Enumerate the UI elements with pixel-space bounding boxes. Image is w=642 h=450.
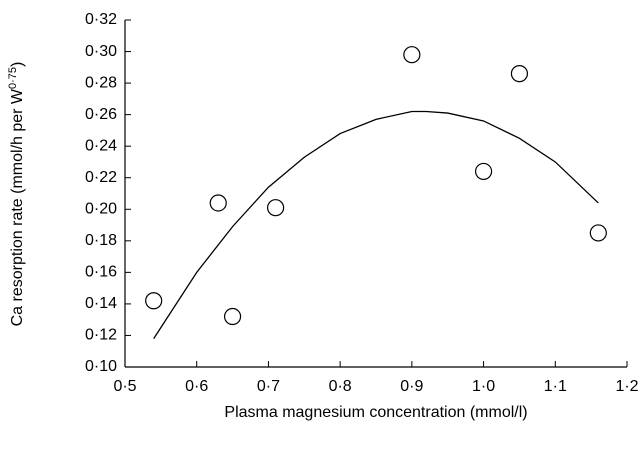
- y-tick-label: 0·30: [85, 43, 117, 60]
- x-axis-label: Plasma magnesium concentration (mmol/l): [224, 404, 527, 421]
- x-tick-label: 1·1: [544, 378, 567, 395]
- fit-curve: [153, 110, 599, 339]
- y-axis-label-superscript: 0·75: [7, 67, 19, 89]
- y-axis-label-text: Ca resorption rate (mmol/h per W: [9, 88, 26, 326]
- x-tick-label: 0·5: [113, 378, 136, 395]
- y-axis-label-suffix: ): [9, 62, 26, 67]
- data-point: [145, 292, 163, 310]
- x-tick-label: 0·9: [400, 378, 423, 395]
- y-tick-label: 0·14: [85, 295, 117, 312]
- y-tick-label: 0·20: [85, 200, 117, 217]
- y-tick-label: 0·32: [85, 11, 117, 28]
- x-tick-label: 0·7: [257, 378, 280, 395]
- x-tick-label: 1·0: [472, 378, 495, 395]
- y-tick-label: 0·22: [85, 169, 117, 186]
- x-tick-label: 0·6: [185, 378, 208, 395]
- y-tick-label: 0·16: [85, 264, 117, 281]
- x-tick-label: 1·2: [615, 378, 638, 395]
- y-tick-label: 0·26: [85, 106, 117, 123]
- y-axis-label: Ca resorption rate (mmol/h per W0·75): [7, 62, 26, 327]
- data-point: [403, 46, 421, 64]
- y-tick-label: 0·12: [85, 327, 117, 344]
- y-tick-label: 0·24: [85, 137, 117, 154]
- y-tick-label: 0·18: [85, 232, 117, 249]
- data-point: [267, 199, 285, 217]
- y-tick-label: 0·10: [85, 358, 117, 375]
- data-point: [589, 224, 607, 242]
- x-tick-label: 0·8: [329, 378, 352, 395]
- data-point: [209, 194, 227, 212]
- y-tick-label: 0·28: [85, 74, 117, 91]
- data-point: [223, 307, 242, 326]
- data-point: [474, 162, 493, 181]
- data-point: [510, 65, 529, 83]
